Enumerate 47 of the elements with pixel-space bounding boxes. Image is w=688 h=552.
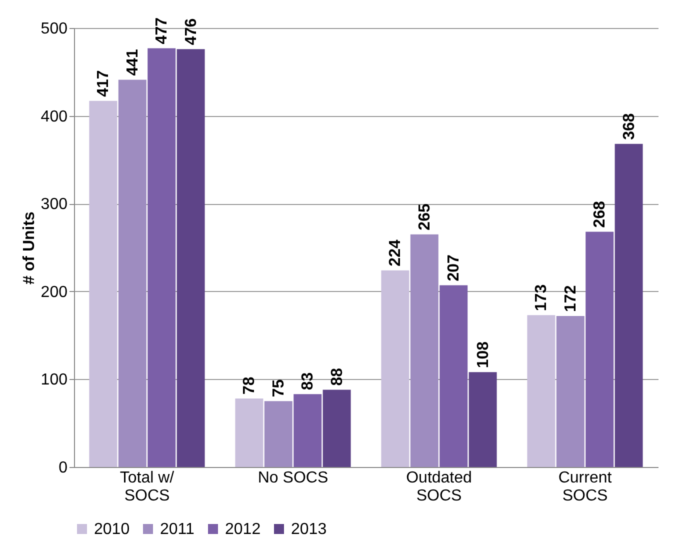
- data-label: 88: [328, 368, 346, 386]
- bar: [527, 315, 556, 467]
- legend-label: 2013: [291, 521, 327, 538]
- data-label: 75: [270, 379, 288, 398]
- bar: [322, 390, 351, 467]
- bar: [264, 401, 292, 467]
- x-tick-label: Outdated SOCS: [406, 470, 472, 504]
- data-label: 476: [182, 18, 200, 46]
- data-label: 108: [474, 341, 492, 368]
- data-label: 83: [300, 372, 317, 390]
- data-label: 368: [620, 113, 638, 140]
- data-label: 477: [154, 17, 171, 44]
- y-tick-label: 400: [40, 108, 68, 126]
- bar: [294, 394, 322, 467]
- legend-label: 2012: [225, 521, 261, 538]
- bar: [381, 270, 410, 467]
- legend-label: 2010: [94, 521, 130, 538]
- legend-label: 2011: [160, 521, 195, 538]
- y-tick-label: 500: [40, 20, 68, 38]
- data-label: 172: [562, 285, 580, 312]
- y-tick-label: 100: [40, 372, 68, 389]
- data-label: 207: [446, 254, 463, 282]
- bar: [556, 316, 584, 467]
- x-tick-label: Total w/ SOCS: [120, 470, 175, 504]
- bar: [118, 80, 146, 467]
- y-tick-label: 300: [40, 196, 68, 214]
- data-label: 441: [124, 49, 142, 76]
- y-tick-label: 200: [40, 284, 68, 301]
- data-label: 417: [95, 70, 112, 97]
- bar: [468, 372, 497, 467]
- x-tick-label: Current SOCS: [558, 470, 612, 504]
- data-label: 78: [241, 376, 258, 395]
- bar: [410, 234, 438, 467]
- bar: [440, 285, 468, 467]
- y-tick-label: 0: [58, 460, 68, 476]
- data-label: 268: [592, 200, 609, 228]
- data-label: 265: [416, 204, 434, 230]
- y-axis-title: # of Units: [20, 211, 38, 284]
- bar: [235, 398, 264, 467]
- data-label: 224: [387, 240, 404, 266]
- data-label: 173: [533, 284, 550, 312]
- bar: [176, 49, 205, 467]
- bar: [148, 48, 176, 467]
- x-tick-label: No SOCS: [258, 470, 328, 486]
- bar: [89, 100, 118, 467]
- bar: [586, 232, 614, 467]
- bar: [614, 144, 643, 467]
